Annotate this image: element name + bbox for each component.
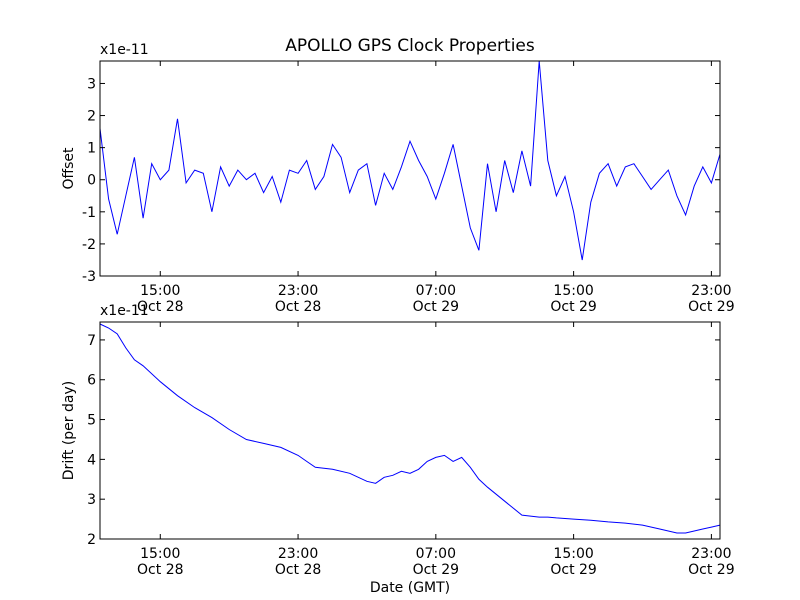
x-tick-date-label: Oct 28 (137, 299, 183, 315)
x-tick-date-label: Oct 29 (550, 562, 596, 578)
y-tick-label: 7 (87, 333, 96, 349)
y-tick-label: 2 (87, 532, 96, 548)
x-tick-date-label: Oct 29 (688, 299, 734, 315)
axes-frame (99, 60, 721, 277)
x-tick-time-label: 15:00 (553, 283, 593, 299)
y-axis-label: Offset (61, 147, 77, 190)
x-tick-time-label: 15:00 (553, 546, 593, 562)
x-tick-time-label: 23:00 (278, 546, 318, 562)
chart-title: APOLLO GPS Clock Properties (285, 36, 535, 56)
x-tick-time-label: 23:00 (691, 283, 731, 299)
y-tick-label: 3 (87, 492, 96, 508)
y-tick-label: 2 (87, 109, 96, 125)
y-tick-label: 0 (87, 173, 96, 189)
axes-frame (99, 321, 721, 540)
x-tick-date-label: Oct 29 (550, 299, 596, 315)
series-line-0 (99, 323, 721, 534)
x-tick-date-label: Oct 28 (137, 562, 183, 578)
y-tick-label: 1 (87, 141, 96, 157)
y-scale-label: x1e-11 (100, 42, 149, 58)
x-tick-date-label: Oct 29 (688, 562, 734, 578)
y-scale-label: x1e-11 (100, 303, 149, 319)
y-tick-label: -1 (82, 205, 96, 221)
y-tick-label: 3 (87, 76, 96, 92)
x-tick-date-label: Oct 28 (275, 299, 321, 315)
series-line-0 (99, 60, 721, 261)
x-tick-time-label: 07:00 (416, 546, 456, 562)
x-tick-time-label: 15:00 (140, 546, 180, 562)
y-tick-label: 6 (87, 373, 96, 389)
x-tick-date-label: Oct 29 (413, 299, 459, 315)
y-tick-label: 5 (87, 413, 96, 429)
y-axis-label: Drift (per day) (61, 381, 77, 480)
x-tick-time-label: 15:00 (140, 283, 180, 299)
x-tick-date-label: Oct 28 (275, 562, 321, 578)
x-tick-time-label: 07:00 (416, 283, 456, 299)
x-axis-label: Date (GMT) (370, 580, 450, 596)
y-tick-label: -3 (82, 269, 96, 285)
y-tick-label: -2 (82, 237, 96, 253)
x-tick-time-label: 23:00 (278, 283, 318, 299)
y-tick-label: 4 (87, 452, 96, 468)
x-tick-date-label: Oct 29 (413, 562, 459, 578)
x-tick-time-label: 23:00 (691, 546, 731, 562)
